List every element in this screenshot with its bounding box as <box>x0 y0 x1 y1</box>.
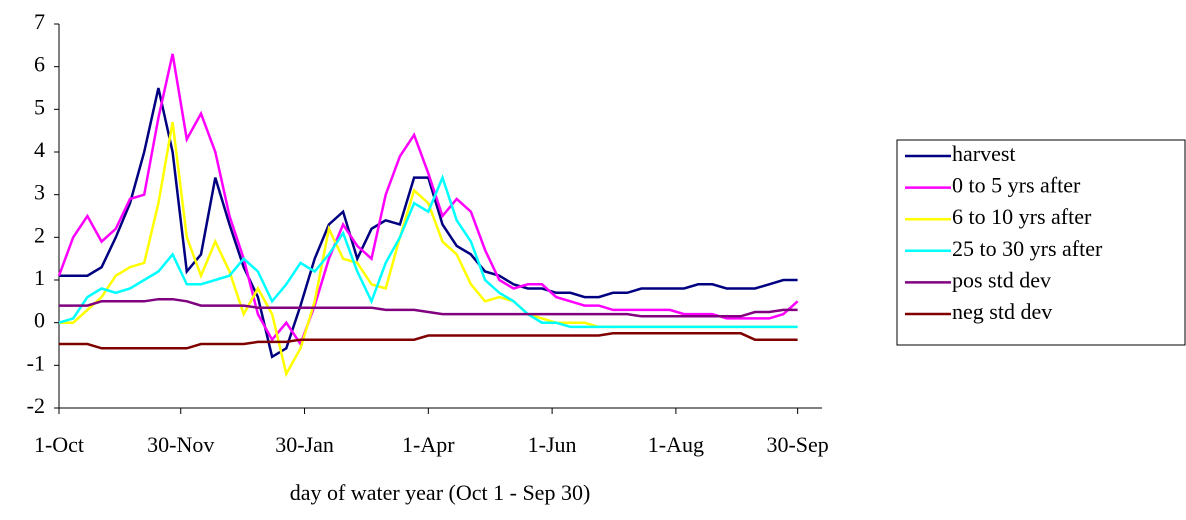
y-tick-label: 6 <box>34 52 45 77</box>
legend-label: pos std dev <box>952 267 1051 292</box>
y-tick-label: 4 <box>34 137 45 162</box>
legend-label: 25 to 30 yrs after <box>952 236 1103 261</box>
y-tick-label: -2 <box>27 393 45 418</box>
x-tick-label: 1-Oct <box>34 432 84 457</box>
x-tick-label: 30-Nov <box>147 432 214 457</box>
x-tick-label: 30-Sep <box>766 432 828 457</box>
legend-label: harvest <box>952 141 1016 166</box>
y-tick-label: 5 <box>34 94 45 119</box>
y-tick-label: 1 <box>34 265 45 290</box>
x-tick-label: 1-Aug <box>648 432 704 457</box>
x-tick-label: 30-Jan <box>275 432 334 457</box>
y-tick-label: 2 <box>34 222 45 247</box>
x-tick-label: 1-Jun <box>528 432 577 457</box>
series-line <box>58 174 798 329</box>
series-line <box>59 297 798 318</box>
series-line <box>57 53 799 347</box>
y-tick-label: 0 <box>34 308 45 333</box>
x-axis-title: day of water year (Oct 1 - Sep 30) <box>290 480 591 505</box>
y-tick-label: 3 <box>34 180 45 205</box>
y-tick-label: 7 <box>34 9 45 34</box>
series-line <box>59 332 798 350</box>
series-line <box>59 87 798 359</box>
legend-label: neg std dev <box>952 299 1052 324</box>
legend-box <box>896 139 1186 346</box>
y-tick-label: -1 <box>27 350 45 375</box>
legend-label: 0 to 5 yrs after <box>952 173 1081 198</box>
x-tick-label: 1-Apr <box>402 432 455 457</box>
legend-label: 6 to 10 yrs after <box>952 204 1092 229</box>
